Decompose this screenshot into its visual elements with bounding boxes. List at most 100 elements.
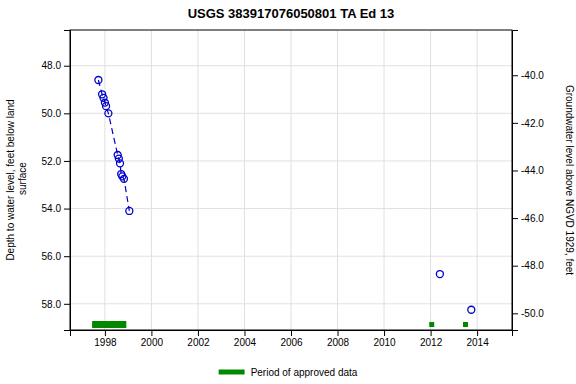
tick: 48.0 [42, 60, 70, 71]
approved-dot [429, 322, 434, 327]
tick-label: 48.0 [42, 60, 62, 71]
tick-label: 2012 [420, 337, 443, 348]
y-axis-label: Depth to water level, feet below land su… [5, 99, 28, 260]
tick-label: 58.0 [42, 299, 62, 310]
tick-label: -46.0 [521, 213, 544, 224]
grid-line-x [291, 30, 292, 330]
tick: -50.0 [512, 308, 544, 319]
tick: 2012 [420, 330, 443, 348]
tick-mark [431, 330, 432, 336]
tick-mark [512, 218, 518, 219]
legend: Period of approved data [219, 367, 358, 378]
tick-label: -42.0 [521, 118, 544, 129]
legend-label: Period of approved data [251, 367, 358, 378]
y2-axis-label: Groundwater level above NGVD 1929, feet [564, 85, 575, 275]
tick-label: 54.0 [42, 203, 62, 214]
tick-mark [512, 75, 518, 76]
point [468, 306, 475, 313]
tick-mark [512, 313, 518, 314]
axis-domain [64, 31, 71, 331]
y-axis: 48.0 50.0 52.0 54.0 56.0 58.0 [42, 31, 71, 331]
tick: 1998 [94, 330, 117, 348]
approved-dot [463, 322, 468, 327]
tick: -46.0 [512, 213, 544, 224]
tick-mark [477, 330, 478, 336]
tick: 50.0 [42, 108, 70, 119]
point [117, 160, 124, 167]
tick-mark [64, 256, 70, 257]
grid-line-x [197, 30, 198, 330]
grid [70, 30, 512, 330]
grid-line-y [70, 208, 512, 209]
x-axis: 1998 2000 2002 2004 2006 2008 2010 2012 2014 [71, 330, 513, 348]
tick: 56.0 [42, 251, 70, 262]
tick-label: 1998 [94, 337, 117, 348]
tick: 2002 [187, 330, 210, 348]
tick: 2008 [327, 330, 350, 348]
legend-item: Period of approved data [219, 367, 358, 378]
plot-frame [70, 30, 512, 330]
tick-mark [105, 330, 106, 336]
tick-label: 2010 [373, 337, 396, 348]
tick-mark [384, 330, 385, 336]
tick-mark [64, 209, 70, 210]
tick: 2000 [141, 330, 164, 348]
tick-label: 2004 [234, 337, 257, 348]
tick-mark [64, 161, 70, 162]
axis-domain [513, 31, 519, 331]
tick-label: 50.0 [42, 108, 62, 119]
tick-label: -40.0 [521, 70, 544, 81]
point [436, 271, 443, 278]
tick: 2004 [234, 330, 257, 348]
point [115, 155, 122, 162]
grid-line-x [104, 30, 105, 330]
point [100, 94, 107, 101]
grid-line-y [70, 65, 512, 66]
tick-mark [64, 113, 70, 114]
title: USGS 383917076050801 TA Ed 13 [188, 6, 395, 21]
tick-mark [512, 123, 518, 124]
series-line [98, 80, 129, 211]
approved-period [92, 321, 126, 328]
point [120, 175, 127, 182]
tick-mark [64, 304, 70, 305]
tick-mark [151, 330, 152, 336]
grid-line-y [70, 113, 512, 114]
tick-mark [198, 330, 199, 336]
grid-line-x [244, 30, 245, 330]
tick-label: 56.0 [42, 251, 62, 262]
tick-label: -50.0 [521, 308, 544, 319]
grid-line-x [151, 30, 152, 330]
y2-axis: -40.0 -42.0 -44.0 -46.0 -48.0 -50.0 [512, 31, 544, 331]
tick-mark [291, 330, 292, 336]
tick: 2010 [373, 330, 396, 348]
point [103, 103, 110, 110]
point [95, 77, 102, 84]
point [105, 110, 112, 117]
tick-mark [64, 66, 70, 67]
marks [92, 77, 475, 329]
tick: 2006 [280, 330, 303, 348]
grid-line-x [430, 30, 431, 330]
plot: 1998 2000 2002 2004 2006 2008 2010 2012 2014 48.0… [42, 30, 545, 348]
tick-label: -44.0 [521, 165, 544, 176]
tick: -48.0 [512, 260, 544, 271]
legend-swatch [219, 370, 245, 375]
tick: 52.0 [42, 156, 70, 167]
tick: -40.0 [512, 70, 544, 81]
tick: 58.0 [42, 299, 70, 310]
tick: -42.0 [512, 118, 544, 129]
tick-mark [244, 330, 245, 336]
tick: -44.0 [512, 165, 544, 176]
tick-label: 2002 [187, 337, 210, 348]
tick-label: 2008 [327, 337, 350, 348]
tick-label: 52.0 [42, 156, 62, 167]
tick-label: 2014 [466, 337, 489, 348]
chart: 1998 2000 2002 2004 2006 2008 2010 2012 2014 48.0… [0, 0, 576, 384]
tick-mark [338, 330, 339, 336]
axis-domain [71, 331, 513, 337]
tick-label: 2000 [141, 337, 164, 348]
tick-label: 2006 [280, 337, 303, 348]
point [126, 207, 133, 214]
grid-line-y [70, 160, 512, 161]
